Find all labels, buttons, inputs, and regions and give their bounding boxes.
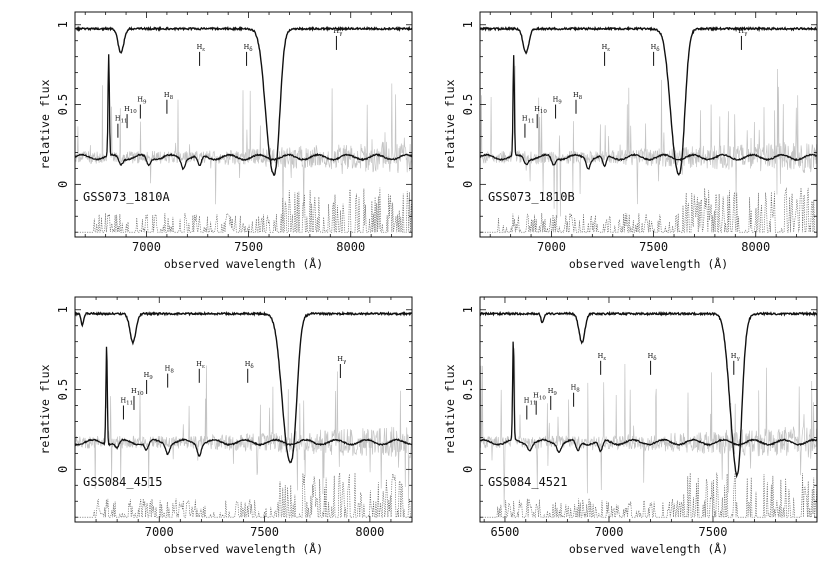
line-marker-label: Hγ — [738, 27, 748, 37]
transmission-curve-line — [480, 25, 817, 176]
sky-spectrum-line — [480, 472, 817, 519]
x-tick-label: 7000 — [537, 240, 566, 254]
line-marker-label: H8 — [164, 91, 174, 101]
panel-label: GSS073_1810B — [488, 190, 575, 204]
y-axis-title: relative flux — [443, 79, 457, 169]
x-tick-label: 7500 — [234, 240, 263, 254]
line-marker-label: H10 — [533, 392, 546, 402]
y-tick-label: 0.5 — [56, 379, 70, 401]
noisy-spectrum-line — [480, 59, 817, 219]
line-marker-label: Hδ — [245, 360, 255, 370]
panel-label: GSS084_4515 — [83, 475, 162, 489]
y-tick-label: 0.5 — [461, 94, 475, 116]
x-tick-label: 7000 — [595, 525, 624, 539]
y-tick-label: 0 — [461, 181, 475, 188]
x-axis-title: observed wavelength (Å) — [164, 256, 323, 271]
x-tick-label: 8000 — [741, 240, 770, 254]
line-marker-label: Hδ — [648, 352, 658, 362]
line-marker-label: H9 — [553, 96, 563, 106]
line-marker-label: H10 — [131, 387, 144, 397]
x-tick-label: 8000 — [355, 525, 384, 539]
line-marker-label: Hε — [196, 360, 205, 370]
line-marker-label: Hε — [602, 43, 611, 53]
noisy-spectrum-line — [75, 348, 412, 500]
sky-spectrum-line — [75, 187, 412, 234]
line-marker-label: H10 — [534, 105, 547, 115]
y-tick-label: 0 — [461, 466, 475, 473]
panel-label: GSS084_4521 — [488, 475, 567, 489]
x-axis-title: observed wavelength (Å) — [164, 541, 323, 556]
smoothed-spectrum-line — [480, 341, 817, 454]
plot-frame — [74, 11, 413, 238]
x-tick-label: 7500 — [699, 525, 728, 539]
y-tick-label: 0.5 — [461, 379, 475, 401]
line-marker-label: Hγ — [731, 352, 741, 362]
x-tick-label: 7000 — [132, 240, 161, 254]
smoothed-spectrum-line — [75, 54, 412, 171]
y-tick-label: 0.5 — [56, 94, 70, 116]
plot-frame — [479, 296, 818, 523]
noisy-spectrum-line — [480, 347, 817, 508]
y-tick-label: 1 — [56, 306, 70, 313]
line-marker-label: H9 — [144, 371, 154, 381]
x-axis-title: observed wavelength (Å) — [569, 256, 728, 271]
y-tick-label: 1 — [56, 21, 70, 28]
y-tick-label: 1 — [461, 21, 475, 28]
x-tick-label: 7000 — [145, 525, 174, 539]
y-tick-label: 1 — [461, 306, 475, 313]
line-marker-label: H11 — [522, 115, 535, 125]
line-marker-label: Hε — [197, 43, 206, 53]
transmission-curve-line — [75, 25, 412, 176]
smoothed-spectrum-line — [480, 55, 817, 170]
transmission-curve-line — [480, 310, 817, 479]
y-tick-label: 0 — [56, 466, 70, 473]
line-marker-label: H8 — [573, 91, 583, 101]
y-axis-title: relative flux — [38, 79, 52, 169]
line-marker-label: H9 — [137, 96, 147, 106]
line-marker-label: H8 — [571, 384, 581, 394]
x-tick-label: 7500 — [250, 525, 279, 539]
sky-spectrum-line — [75, 472, 412, 519]
line-marker-label: Hγ — [333, 27, 343, 37]
y-tick-label: 0 — [56, 181, 70, 188]
line-marker-label: Hδ — [244, 43, 254, 53]
line-marker-label: H11 — [115, 115, 128, 125]
line-marker-label: H9 — [548, 387, 558, 397]
plot-frame — [479, 11, 818, 238]
line-marker-label: H10 — [124, 105, 137, 115]
line-marker-label: H11 — [120, 397, 133, 407]
line-marker-label: Hε — [598, 352, 607, 362]
x-tick-label: 6500 — [491, 525, 520, 539]
x-axis-title: observed wavelength (Å) — [569, 541, 728, 556]
line-marker-label: Hδ — [651, 43, 661, 53]
noisy-spectrum-line — [75, 62, 412, 223]
x-tick-label: 7500 — [639, 240, 668, 254]
line-marker-label: Hγ — [337, 355, 347, 365]
smoothed-spectrum-line — [75, 346, 412, 458]
sky-spectrum-line — [480, 187, 817, 234]
line-marker-label: H8 — [165, 365, 175, 375]
y-axis-title: relative flux — [443, 364, 457, 454]
x-tick-label: 8000 — [336, 240, 365, 254]
line-marker-label: H11 — [524, 397, 537, 407]
transmission-curve-line — [75, 310, 412, 464]
panel-label: GSS073_1810A — [83, 190, 170, 204]
y-axis-title: relative flux — [38, 364, 52, 454]
